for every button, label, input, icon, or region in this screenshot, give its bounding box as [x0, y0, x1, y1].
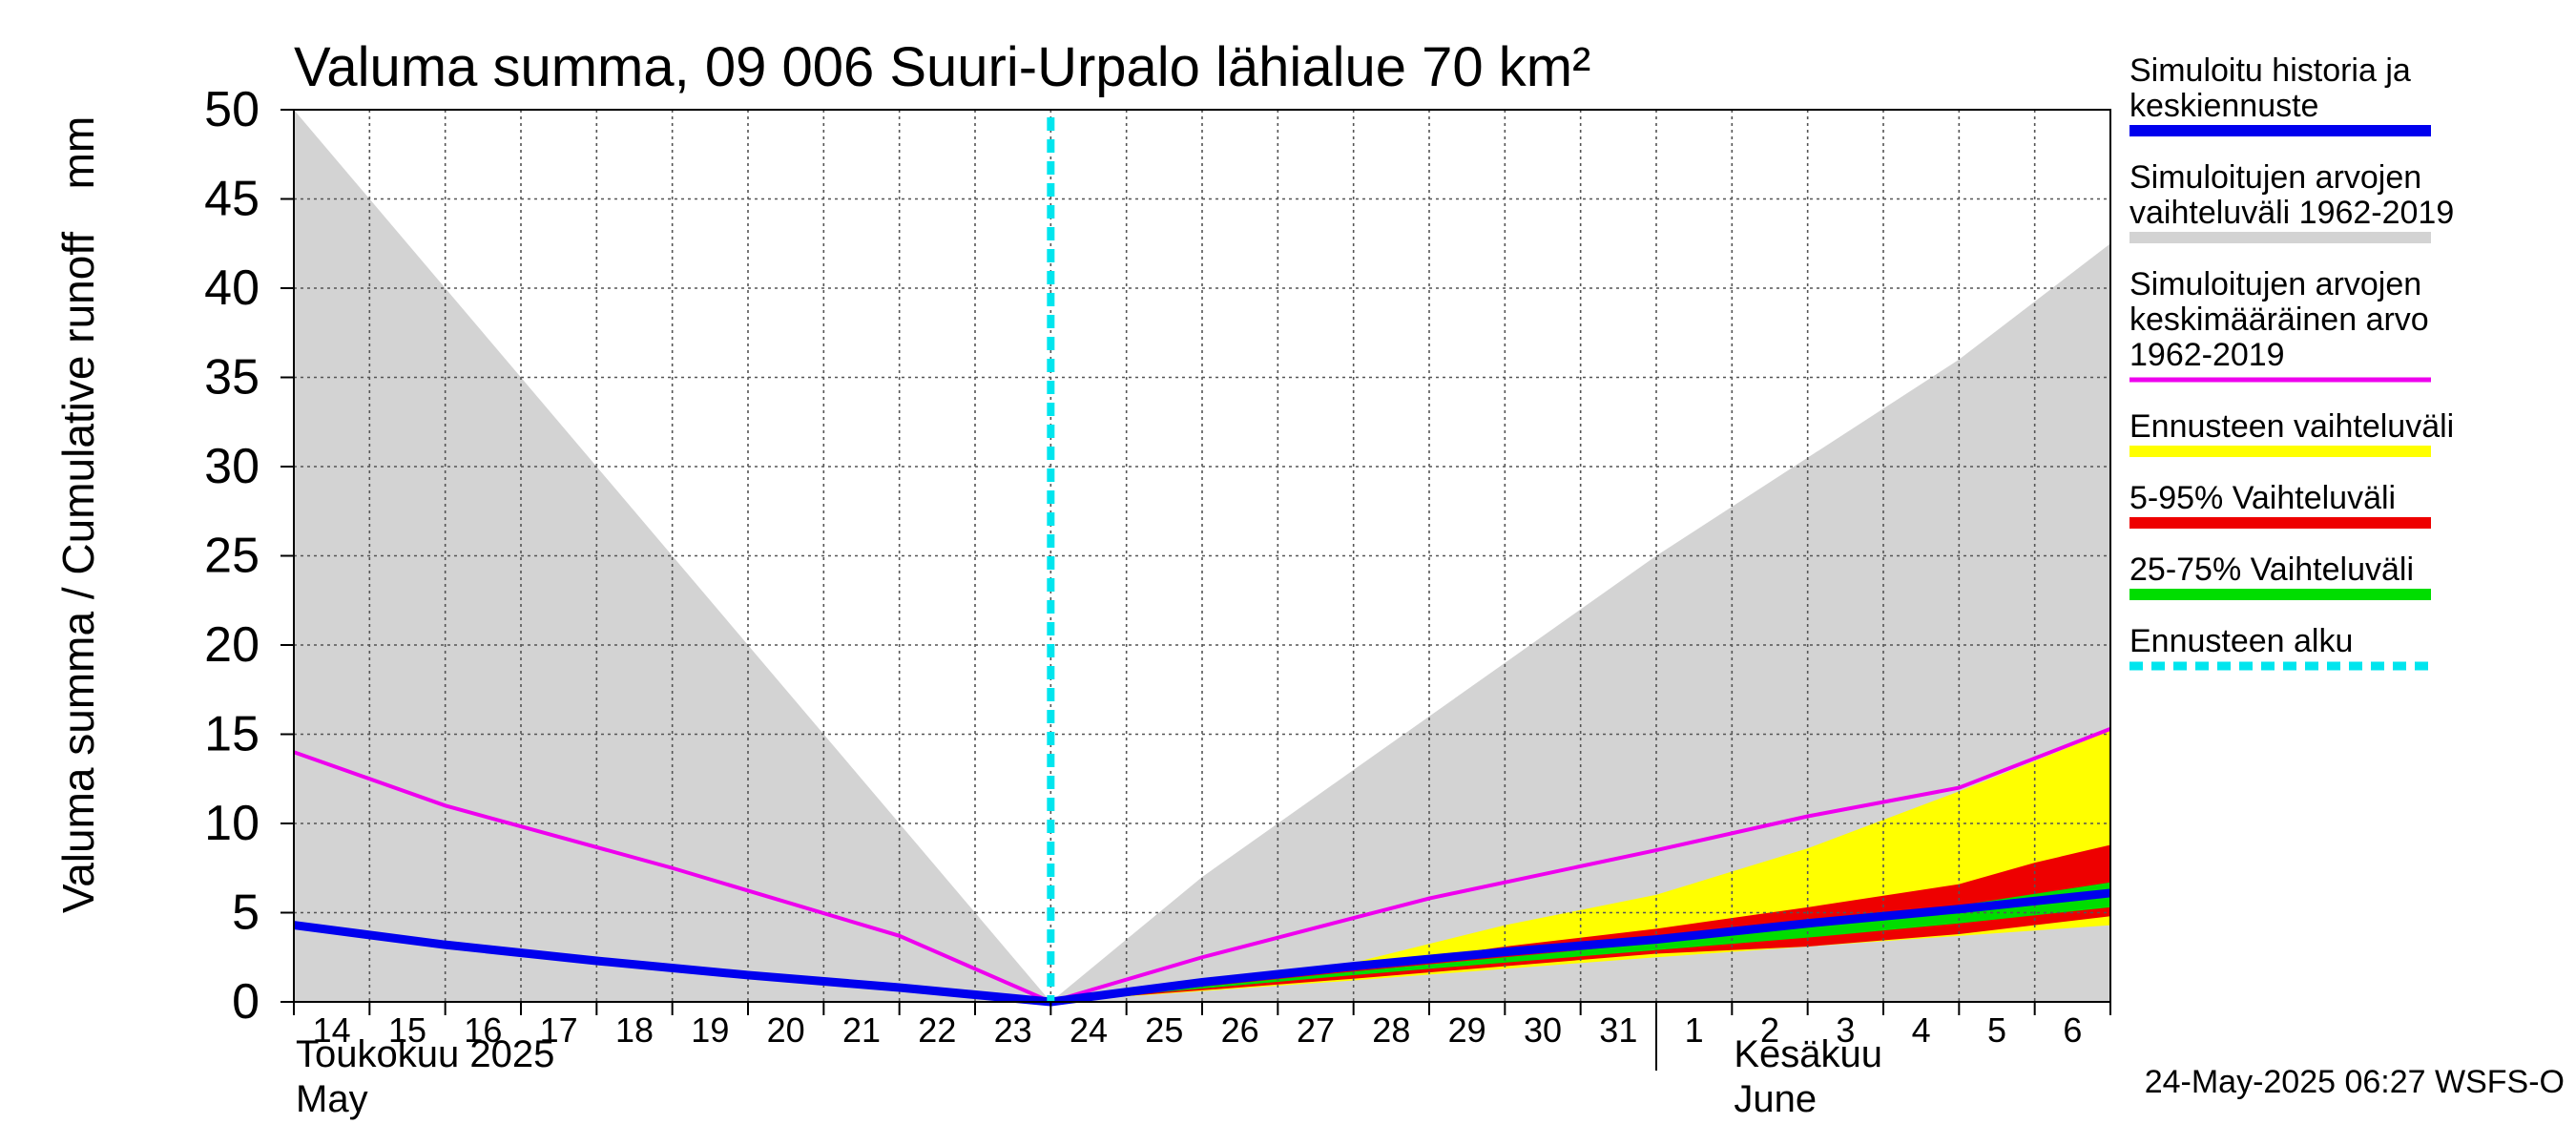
y-tick-label-50: 50	[204, 82, 260, 137]
legend-text-5: 25-75% Vaihteluväli	[2129, 552, 2414, 588]
x-tick-label-13: 27	[1297, 1010, 1335, 1050]
month-label-en-0: May	[296, 1078, 368, 1120]
line-mean-hist	[293, 727, 2111, 1005]
month-label-fi-0: Toukokuu 2025	[296, 1033, 554, 1075]
x-tick-label-21: 4	[1912, 1010, 1931, 1050]
legend-text-3: Ennusteen vaihteluväli	[2129, 408, 2454, 445]
x-tick-label-10: 24	[1070, 1010, 1108, 1050]
legend-text-0: Simuloitu historia ja	[2129, 52, 2411, 89]
legend-text-0: keskiennuste	[2129, 88, 2318, 124]
y-tick-label-40: 40	[204, 260, 260, 316]
x-tick-label-0: 14	[313, 1010, 351, 1050]
legend-text-6: Ennusteen alku	[2129, 623, 2353, 659]
line-history	[293, 888, 2111, 1007]
y-tick-label-5: 5	[232, 885, 260, 941]
x-tick-label-22: 5	[1987, 1010, 2006, 1050]
y-tick-label-10: 10	[204, 796, 260, 851]
x-tick-label-20: 3	[1836, 1010, 1855, 1050]
x-tick-label-7: 21	[842, 1010, 881, 1050]
y-tick-label-0: 0	[232, 974, 260, 1030]
x-tick-label-1: 15	[388, 1010, 426, 1050]
x-tick-label-9: 23	[994, 1010, 1032, 1050]
x-tick-label-14: 28	[1372, 1010, 1410, 1050]
legend-text-1: vaihteluväli 1962-2019	[2129, 195, 2454, 231]
y-axis-label: Valuma summa / Cumulative runoff	[53, 232, 103, 913]
y-tick-label-30: 30	[204, 439, 260, 494]
y-tick-label-25: 25	[204, 529, 260, 584]
footer-timestamp: 24-May-2025 06:27 WSFS-O	[2145, 1064, 2565, 1100]
x-tick-label-6: 20	[767, 1010, 805, 1050]
y-tick-label-15: 15	[204, 707, 260, 762]
y-tick-label-35: 35	[204, 350, 260, 406]
x-axis-ticks: 14 15 16 17 18 19 20 21 22 23 24 25 26 27 28 29 30 31 1 2 3 4…	[293, 1002, 2111, 1071]
legend-text-1: Simuloitujen arvojen	[2129, 159, 2421, 196]
x-tick-label-3: 17	[540, 1010, 578, 1050]
x-tick-label-15: 29	[1448, 1010, 1486, 1050]
x-tick-label-4: 18	[615, 1010, 654, 1050]
x-tick-label-23: 6	[2063, 1010, 2082, 1050]
x-tick-label-17: 31	[1599, 1010, 1637, 1050]
x-tick-label-5: 19	[691, 1010, 729, 1050]
grid-lines	[294, 110, 2110, 1002]
x-tick-label-18: 1	[1685, 1010, 1704, 1050]
chart-title: Valuma summa, 09 006 Suuri-Urpalo lähial…	[294, 36, 1590, 98]
legend-text-2: keskimääräinen arvo	[2129, 302, 2429, 338]
x-tick-label-2: 16	[464, 1010, 502, 1050]
legend-text-4: 5-95% Vaihteluväli	[2129, 480, 2396, 516]
legend-text-2: 1962-2019	[2129, 337, 2285, 373]
y-axis-unit: mm	[53, 116, 103, 190]
x-tick-label-16: 30	[1524, 1010, 1562, 1050]
x-tick-label-8: 22	[918, 1010, 956, 1050]
y-axis-ticks: 0 5 10 15 20 25 30 35 40 45 50	[204, 82, 294, 1030]
x-tick-label-12: 26	[1221, 1010, 1259, 1050]
series-lines	[293, 117, 2111, 1007]
month-label-fi-1: Kesäkuu	[1734, 1033, 1882, 1075]
x-tick-label-19: 2	[1760, 1010, 1779, 1050]
month-label-en-1: June	[1734, 1078, 1817, 1120]
y-tick-label-20: 20	[204, 617, 260, 673]
legend-text-2: Simuloitujen arvojen	[2129, 266, 2421, 302]
y-tick-label-45: 45	[204, 172, 260, 227]
x-tick-label-11: 25	[1145, 1010, 1183, 1050]
